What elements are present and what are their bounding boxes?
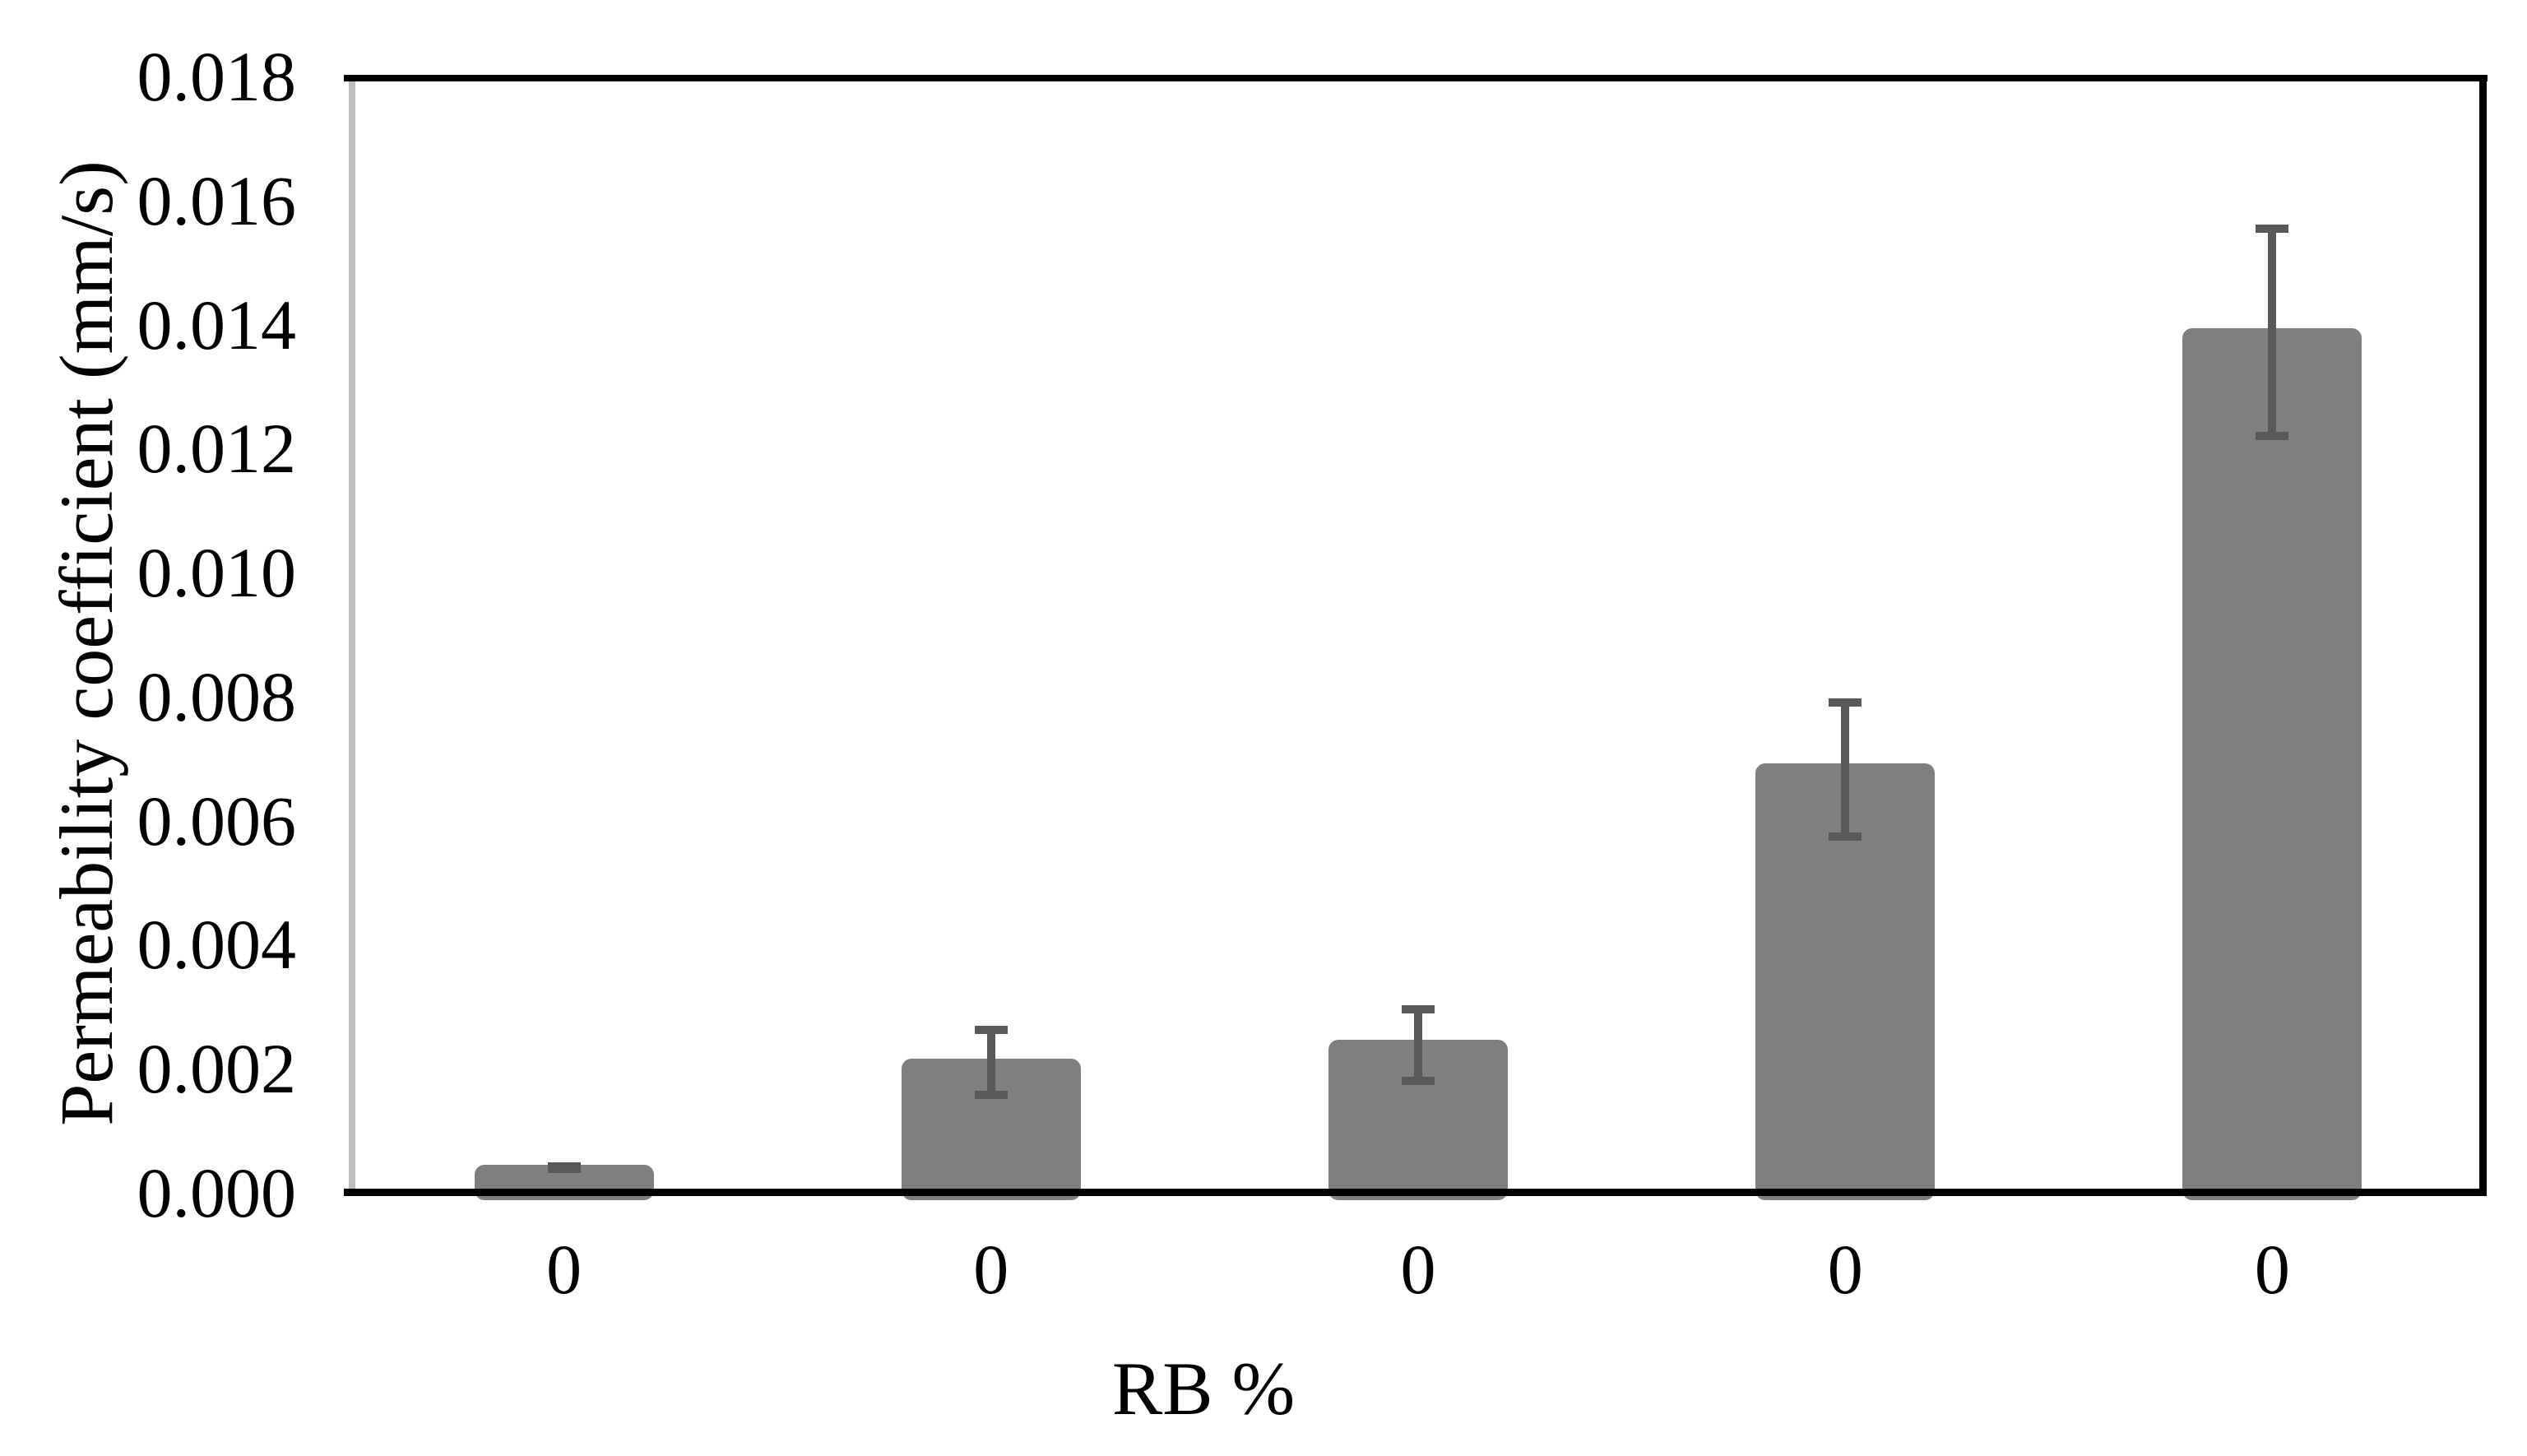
- x-tick-label: 0: [1827, 1230, 1863, 1309]
- error-cap-bottom: [974, 1090, 1008, 1099]
- x-tick-label: 0: [2254, 1230, 2290, 1309]
- error-bar: [1414, 1009, 1422, 1081]
- x-tick-label: 0: [546, 1230, 582, 1309]
- y-axis-line: [349, 77, 355, 1193]
- error-cap-bottom: [1402, 1076, 1435, 1085]
- error-cap-top: [974, 1026, 1008, 1035]
- error-cap-top: [2256, 225, 2289, 234]
- error-bar: [2268, 229, 2277, 437]
- error-bar: [986, 1030, 995, 1095]
- error-cap-top: [1829, 698, 1862, 707]
- plot-border-top: [344, 75, 2488, 81]
- error-cap-bottom: [2256, 432, 2289, 441]
- error-cap-bottom: [1829, 832, 1862, 841]
- y-tick-label: 0.018: [137, 37, 297, 116]
- x-axis-line: [344, 1189, 2487, 1196]
- x-axis-title: RB %: [1111, 1347, 1296, 1430]
- y-tick-label: 0.004: [137, 905, 297, 985]
- error-bar: [1841, 702, 1850, 837]
- y-tick-label: 0.010: [137, 533, 297, 613]
- y-tick-label: 0.000: [137, 1153, 297, 1232]
- x-tick-label: 0: [973, 1230, 1009, 1309]
- y-tick-label: 0.012: [137, 409, 297, 489]
- error-cap-top: [1402, 1004, 1435, 1013]
- plot-border-right: [2479, 75, 2487, 1194]
- bar: [2182, 328, 2362, 1200]
- plot-area: [350, 77, 2486, 1200]
- y-tick-label: 0.014: [137, 285, 297, 364]
- error-cap-bottom: [547, 1165, 581, 1174]
- y-tick-label: 0.002: [137, 1029, 297, 1109]
- x-tick-label: 0: [1400, 1230, 1436, 1309]
- y-tick-label: 0.016: [137, 160, 297, 240]
- y-tick-label: 0.008: [137, 656, 297, 736]
- y-tick-label: 0.006: [137, 781, 297, 860]
